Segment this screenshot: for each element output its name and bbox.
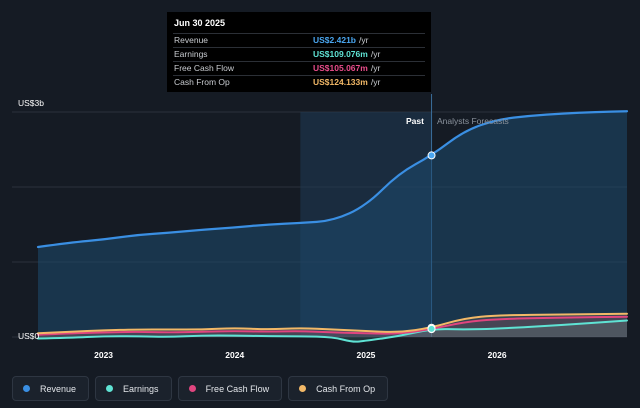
tooltip-row-free-cash-flow: Free Cash Flow US$105.067m /yr [173,61,425,75]
y-axis-top-label: US$3b [18,98,44,108]
free-cash-flow-line [37,315,628,336]
revenue-dot-icon [23,385,30,392]
legend-label: Revenue [40,383,77,394]
revenue-marker [427,151,436,160]
legend-label: Free Cash Flow [205,383,270,394]
x-tick-label: 2024 [225,350,244,360]
earnings-line [37,319,628,343]
tooltip-row-cash-from-op: Cash From Op US$124.133m /yr [173,75,425,89]
legend-item-free-cash-flow[interactable]: Free Cash Flow [177,376,283,401]
x-tick-label: 2026 [488,350,507,360]
legend-label: Earnings [123,383,159,394]
tooltip-row-revenue: Revenue US$2.421b /yr [173,33,425,47]
forecast-label: Analysts Forecasts [437,116,509,126]
tooltip-label: Earnings [174,49,208,59]
y-axis-bottom-label: US$0 [18,331,40,341]
tooltip: Jun 30 2025 Revenue US$2.421b /yr Earnin… [167,12,431,92]
legend-item-revenue[interactable]: Revenue [12,376,90,401]
tooltip-unit: /yr [370,77,381,87]
tooltip-label: Free Cash Flow [174,63,234,73]
tooltip-row-earnings: Earnings US$109.076m /yr [173,47,425,61]
tooltip-value: US$124.133m [313,77,368,87]
tooltip-value: US$2.421b [313,35,356,45]
tooltip-value: US$109.076m [313,49,368,59]
tooltip-date: Jun 30 2025 [174,18,226,28]
earnings-dot-icon [106,385,114,392]
legend-item-earnings[interactable]: Earnings [95,376,172,401]
legend-label: Cash From Op [316,383,376,394]
tooltip-unit: /yr [370,49,381,59]
tooltip-label: Cash From Op [174,77,230,87]
revenue-line [36,110,629,249]
free-cash-flow-area [38,316,627,337]
tooltip-value: US$105.067m [313,63,368,73]
tooltip-label: Revenue [174,35,209,45]
legend-item-cash-from-op[interactable]: Cash From Op [288,376,389,401]
tooltip-unit: /yr [370,63,381,73]
legend: Revenue Earnings Free Cash Flow Cash Fro… [12,376,389,401]
earnings-marker [427,324,436,333]
past-label: Past [406,116,424,126]
revenue-area [38,111,627,337]
free-cash-flow-dot-icon [188,385,196,392]
series-lines [36,110,629,343]
x-tick-label: 2025 [356,350,375,360]
cash-from-op-line [37,312,628,335]
highlight-markers [427,151,436,334]
x-ticks: 2023 2024 2025 2026 [94,350,507,360]
cash-from-op-dot-icon [299,385,307,392]
x-tick-label: 2023 [94,350,113,360]
tooltip-unit: /yr [359,35,369,45]
